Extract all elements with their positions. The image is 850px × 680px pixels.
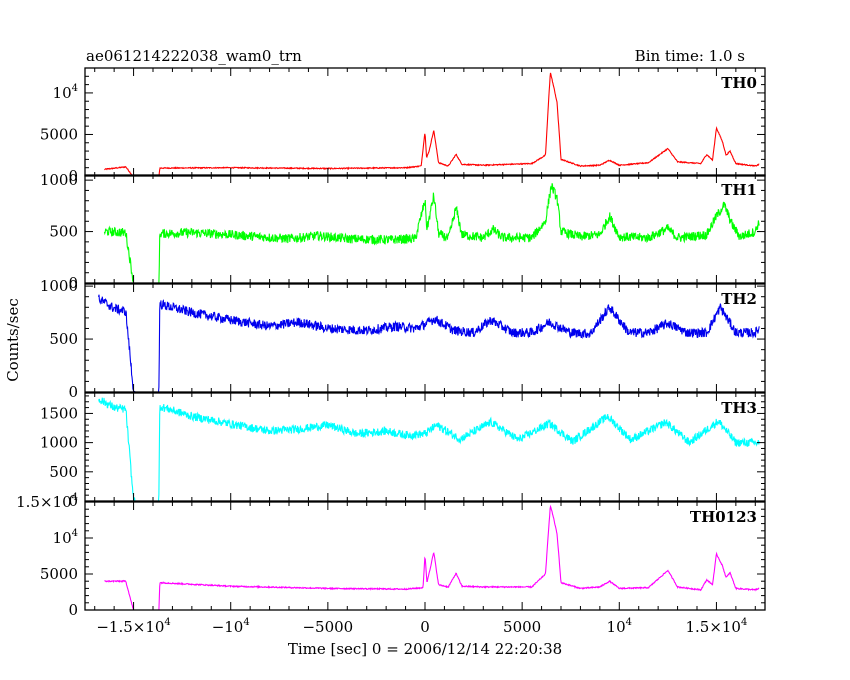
panel-th0: 0 5000 104 TH0 [40,67,766,185]
y-tick-label: 0 [68,167,78,185]
x-tick-label: 1.5×104 [685,617,747,636]
y-tick-label: 0 [68,601,78,619]
y-tick-label: 5000 [40,565,78,583]
x-tick-label: −1.5×104 [96,617,170,636]
y-tick-label: 1500 [40,404,78,422]
series-line-th1 [103,183,760,283]
series-line-th0123 [104,504,760,610]
panel-name-label: TH3 [721,399,757,417]
x-tick-label: 104 [607,617,632,636]
panel-frame [84,501,766,611]
y-tick-label: 1000 [40,171,78,189]
y-tick-label: 500 [49,223,78,241]
x-tick-label: −104 [212,617,250,636]
panel-name-label: TH0123 [690,508,757,526]
panels-group: 0 5000 104 TH0 0 500 1000 TH1 0 500 1000 TH2 0 500 100… [16,67,766,636]
series-line-th3 [98,397,760,501]
panel-th1: 0 500 1000 TH1 [40,171,766,292]
y-tick-label: 1000 [40,277,78,295]
panel-th0123: 0 5000 104 1.5×104 TH0123 [16,492,766,619]
panel-frame [84,67,766,177]
y-tick-label: 0 [68,383,78,401]
panel-frame [84,392,766,502]
panel-name-label: TH0 [721,74,757,92]
x-tick-label: 0 [420,618,430,636]
panel-frame [84,283,766,393]
panel-name-label: TH1 [721,181,757,199]
y-tick-label: 500 [49,330,78,348]
x-axis-label: Time [sec] 0 = 2006/12/14 22:20:38 [288,640,562,658]
y-tick-label: 104 [53,528,78,547]
y-tick-label: 1000 [40,434,78,452]
y-tick-label: 1.5×104 [16,492,78,511]
y-tick-label: 0 [68,492,78,510]
panel-name-label: TH2 [721,290,757,308]
y-tick-label: 5000 [40,125,78,143]
chart-title-right: Bin time: 1.0 s [635,47,745,65]
series-line-th0 [104,72,760,176]
series-line-th2 [98,294,760,392]
x-tick-label: 5000 [503,618,541,636]
y-tick-label: 500 [49,463,78,481]
panel-th2: 0 500 1000 TH2 [40,277,766,401]
chart-title-left: ae061214222038_wam0_trn [86,47,302,65]
panel-th3: 0 500 1000 1500 TH3 [40,392,766,510]
y-tick-label: 104 [53,83,78,102]
x-tick-labels: −1.5×104 −104 −5000 0 5000 104 1.5×104 [96,617,747,636]
y-tick-label: 0 [68,274,78,292]
x-tick-label: −5000 [302,618,353,636]
y-axis-label: Counts/sec [4,298,22,382]
